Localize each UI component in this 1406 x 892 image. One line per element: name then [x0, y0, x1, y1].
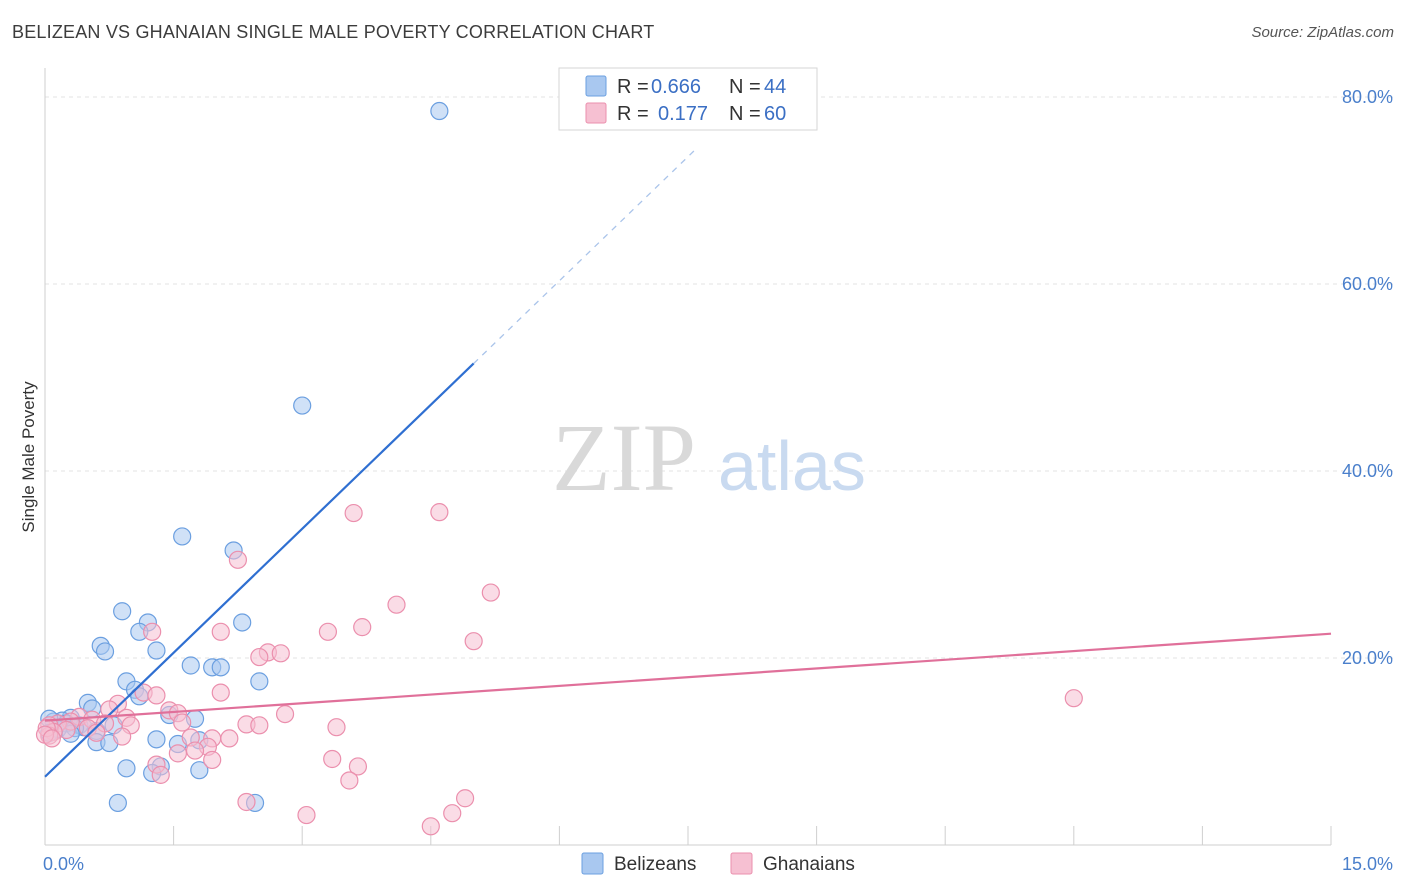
chart-title: BELIZEAN VS GHANAIAN SINGLE MALE POVERTY…	[12, 22, 655, 42]
point-belizeans	[181, 656, 200, 675]
point-ghanaians	[87, 723, 106, 742]
legend-n-label-belizeans: N =	[729, 76, 761, 98]
trend-line-belizeans	[44, 362, 475, 778]
point-ghanaians	[455, 789, 475, 808]
data-points	[35, 101, 1083, 836]
point-belizeans	[147, 641, 166, 660]
y-tick-label-20: 20.0%	[1342, 648, 1393, 668]
point-ghanaians	[464, 632, 483, 651]
bottom-legend-swatch-ghanaians	[730, 852, 753, 875]
point-ghanaians	[387, 595, 406, 614]
y-tick-label-60: 60.0%	[1342, 274, 1393, 294]
point-ghanaians	[344, 503, 363, 523]
point-ghanaians	[353, 618, 372, 637]
point-ghanaians	[228, 550, 247, 569]
y-tick-label-80: 80.0%	[1342, 87, 1393, 107]
point-ghanaians	[421, 817, 440, 836]
bottom-legend-swatch-belizeans	[581, 852, 604, 875]
point-ghanaians	[318, 622, 338, 641]
point-belizeans	[293, 396, 312, 415]
point-ghanaians	[250, 716, 269, 735]
point-ghanaians	[430, 503, 449, 522]
legend-n-label-ghanaians: N =	[729, 103, 761, 125]
point-ghanaians	[297, 805, 316, 825]
x-tick-label-0: 0.0%	[43, 854, 84, 874]
legend-r-label-ghanaians: R =	[617, 103, 649, 125]
point-belizeans	[190, 761, 209, 780]
point-belizeans	[147, 730, 166, 749]
legend-r-value-ghanaians: 0.177	[658, 103, 708, 125]
point-belizeans	[211, 658, 230, 677]
trend-extension-belizeans	[473, 147, 698, 364]
x-tick-label-15: 15.0%	[1342, 854, 1393, 874]
point-ghanaians	[151, 765, 170, 784]
point-belizeans	[430, 101, 449, 121]
point-ghanaians	[173, 713, 192, 732]
point-belizeans	[108, 793, 127, 813]
legend: R = 0.666 N = 44 R = 0.177 N = 60	[558, 67, 818, 131]
point-ghanaians	[1064, 689, 1083, 708]
point-belizeans	[250, 672, 269, 691]
bottom-legend-label-ghanaians: Ghanaians	[763, 854, 855, 875]
point-ghanaians	[185, 741, 205, 760]
point-ghanaians	[113, 727, 132, 746]
y-axis-label: Single Male Poverty	[19, 381, 38, 533]
legend-r-value-belizeans: 0.666	[651, 76, 701, 98]
legend-n-value-belizeans: 44	[764, 76, 786, 98]
trend-line-ghanaians	[44, 632, 1332, 722]
point-ghanaians	[443, 804, 462, 823]
legend-n-value-ghanaians: 60	[764, 103, 786, 125]
y-tick-label-40: 40.0%	[1342, 461, 1393, 481]
point-belizeans	[117, 759, 136, 778]
legend-swatch-ghanaians	[585, 102, 607, 124]
grid-lines	[45, 96, 1393, 659]
source-credit: Source: ZipAtlas.com	[1251, 24, 1394, 41]
point-ghanaians	[275, 704, 295, 724]
trend-lines	[44, 147, 1332, 778]
point-ghanaians	[203, 750, 222, 770]
point-ghanaians	[220, 729, 239, 748]
point-belizeans	[113, 602, 132, 621]
point-ghanaians	[143, 622, 162, 641]
point-ghanaians	[323, 749, 342, 769]
point-ghanaians	[250, 647, 269, 667]
point-belizeans	[173, 527, 192, 546]
bottom-legend-label-belizeans: Belizeans	[614, 854, 696, 875]
point-ghanaians	[42, 729, 61, 748]
point-belizeans	[233, 613, 252, 632]
legend-r-label-belizeans: R =	[617, 76, 649, 98]
point-ghanaians	[271, 644, 290, 663]
point-ghanaians	[481, 583, 500, 602]
point-ghanaians	[327, 718, 346, 737]
point-belizeans	[95, 642, 115, 661]
watermark-zip: ZIP	[552, 404, 696, 511]
point-ghanaians	[168, 744, 187, 763]
y-tick-labels: 20.0% 40.0% 60.0% 80.0%	[1342, 87, 1393, 668]
point-ghanaians	[147, 686, 166, 705]
point-ghanaians	[340, 771, 359, 790]
point-ghanaians	[237, 792, 256, 812]
point-ghanaians	[348, 757, 368, 776]
axes	[44, 68, 1332, 846]
x-tick-labels: 0.0% 15.0%	[43, 854, 1393, 874]
point-ghanaians	[211, 622, 230, 641]
legend-swatch-belizeans	[585, 75, 607, 97]
bottom-legend: Belizeans Ghanaians	[581, 852, 855, 875]
point-ghanaians	[211, 683, 230, 702]
watermark-atlas: atlas	[718, 427, 866, 505]
